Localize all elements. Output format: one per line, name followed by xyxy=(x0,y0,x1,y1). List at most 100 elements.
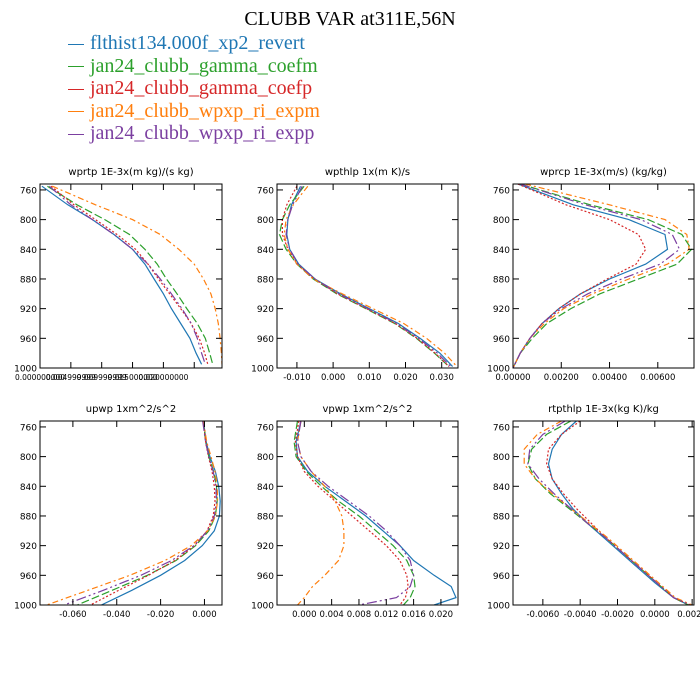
series-line xyxy=(285,185,452,367)
x-tick-label: 0.00000 xyxy=(495,373,530,383)
y-tick-label: 880 xyxy=(257,275,274,285)
x-tick-label: 0.030 xyxy=(430,373,454,383)
legend: flthist134.000f_xp2_revert jan24_clubb_g… xyxy=(68,32,320,145)
series-line xyxy=(46,421,219,605)
y-tick-label: 920 xyxy=(493,305,510,315)
y-tick-label: 1000 xyxy=(487,365,510,375)
y-tick-label: 1000 xyxy=(14,602,37,612)
panel-title: wprtp 1E-3x(m kg)/(s kg) xyxy=(68,167,193,178)
series-line xyxy=(283,185,458,367)
x-tick-label: 0.000 xyxy=(192,610,216,620)
legend-entry: jan24_clubb_gamma_coefm xyxy=(68,55,320,78)
x-tick-label: 0.00600 xyxy=(640,373,675,383)
series-line xyxy=(90,421,216,605)
y-tick-label: 960 xyxy=(20,335,37,345)
y-tick-label: 960 xyxy=(20,572,37,582)
panel-title: wpthlp 1x(m K)/s xyxy=(325,167,410,178)
y-tick-label: 880 xyxy=(20,512,37,522)
y-tick-label: 960 xyxy=(257,572,274,582)
y-tick-label: 800 xyxy=(493,216,510,226)
series-line xyxy=(48,185,206,365)
y-tick-label: 800 xyxy=(20,216,37,226)
panel-title: rtpthlp 1E-3x(kg K)/kg xyxy=(548,404,659,415)
legend-entry: jan24_clubb_wpxp_ri_expm xyxy=(68,100,320,123)
y-tick-label: 960 xyxy=(493,335,510,345)
x-tick-label: 0.000 xyxy=(321,373,345,383)
series-line xyxy=(545,421,691,605)
x-tick-label: -0.020 xyxy=(147,610,174,620)
series-line xyxy=(527,421,691,605)
legend-swatch xyxy=(68,66,84,68)
x-tick-label: 0.000 xyxy=(292,610,316,620)
profile-panel: vpwp 1xm^2/s^2 760 800 840 880 920 960 1000 0.00… xyxy=(251,404,459,620)
plot-frame xyxy=(39,183,223,369)
legend-label: jan24_clubb_wpxp_ri_expp xyxy=(90,122,315,144)
page-title: CLUBB VAR at311E,56N xyxy=(244,8,456,30)
y-tick-label: 840 xyxy=(20,246,37,256)
series-line xyxy=(294,421,409,605)
legend-label: jan24_clubb_gamma_coefp xyxy=(90,77,313,99)
y-tick-label: 920 xyxy=(20,542,37,552)
y-tick-label: 840 xyxy=(20,483,37,493)
plot-frame xyxy=(512,420,695,606)
x-tick-label: -0.060 xyxy=(59,610,86,620)
series-line xyxy=(513,184,693,368)
legend-label: jan24_clubb_gamma_coefm xyxy=(90,54,318,77)
panel-title: vpwp 1xm^2/s^2 xyxy=(322,404,412,415)
x-tick-label: 0.016 xyxy=(401,610,425,620)
y-tick-label: 880 xyxy=(493,275,510,285)
profile-panel: wprcp 1E-3x(m/s) (kg/kg) 760 800 840 880 920 9… xyxy=(487,167,695,383)
y-tick-label: 880 xyxy=(257,512,274,522)
plot-frame xyxy=(512,183,695,369)
series-line xyxy=(101,421,221,605)
x-tick-label: -0.0040 xyxy=(564,610,597,620)
profile-panel: wpthlp 1x(m K)/s 760 800 840 880 920 960 1000 -0… xyxy=(251,167,459,383)
plot-frame xyxy=(276,183,459,369)
y-tick-label: 760 xyxy=(493,186,510,196)
legend-label: flthist134.000f_xp2_revert xyxy=(90,32,305,54)
y-tick-label: 840 xyxy=(493,246,510,256)
y-tick-label: 760 xyxy=(20,186,37,196)
x-tick-label: 0.010 xyxy=(357,373,381,383)
x-tick-label: -0.010 xyxy=(283,373,310,383)
y-tick-label: 800 xyxy=(493,453,510,463)
legend-entry: jan24_clubb_wpxp_ri_expp xyxy=(68,122,320,145)
x-tick-label: 0.004 xyxy=(319,610,343,620)
x-tick-label: 0.020 xyxy=(393,373,417,383)
series-line xyxy=(41,185,203,365)
x-tick-label: 0.000000000 xyxy=(15,373,65,382)
y-tick-label: 800 xyxy=(257,453,274,463)
x-tick-label: 0.015000000 xyxy=(107,373,157,382)
series-line xyxy=(281,185,450,367)
series-line xyxy=(63,421,218,605)
x-tick-label: 0.00400 xyxy=(592,373,627,383)
series-line xyxy=(513,184,681,368)
series-line xyxy=(278,185,450,367)
x-tick-label: 0.012 xyxy=(374,610,398,620)
y-tick-label: 800 xyxy=(257,216,274,226)
series-line xyxy=(547,421,689,605)
y-tick-label: 920 xyxy=(257,542,274,552)
y-tick-label: 800 xyxy=(20,453,37,463)
y-tick-label: 1000 xyxy=(14,365,37,375)
profile-panel: wprtp 1E-3x(m kg)/(s kg) 760 800 840 880 920 9… xyxy=(14,167,223,382)
plot-frame xyxy=(276,420,459,606)
y-tick-label: 920 xyxy=(493,542,510,552)
series-line xyxy=(293,421,416,605)
series-line xyxy=(513,184,690,368)
y-tick-label: 1000 xyxy=(251,602,274,612)
x-tick-label: -0.040 xyxy=(103,610,130,620)
series-line xyxy=(296,421,415,605)
legend-label: jan24_clubb_wpxp_ri_expm xyxy=(90,99,320,122)
y-tick-label: 760 xyxy=(257,423,274,433)
x-tick-label: 0.020000000 xyxy=(138,373,188,382)
y-tick-label: 960 xyxy=(493,572,510,582)
y-tick-label: 920 xyxy=(257,305,274,315)
panel-title: wprcp 1E-3x(m/s) (kg/kg) xyxy=(540,167,667,178)
y-tick-label: 880 xyxy=(20,275,37,285)
series-line xyxy=(513,184,647,368)
series-line xyxy=(296,421,345,605)
y-tick-label: 840 xyxy=(257,483,274,493)
x-tick-label: -0.0060 xyxy=(526,610,559,620)
